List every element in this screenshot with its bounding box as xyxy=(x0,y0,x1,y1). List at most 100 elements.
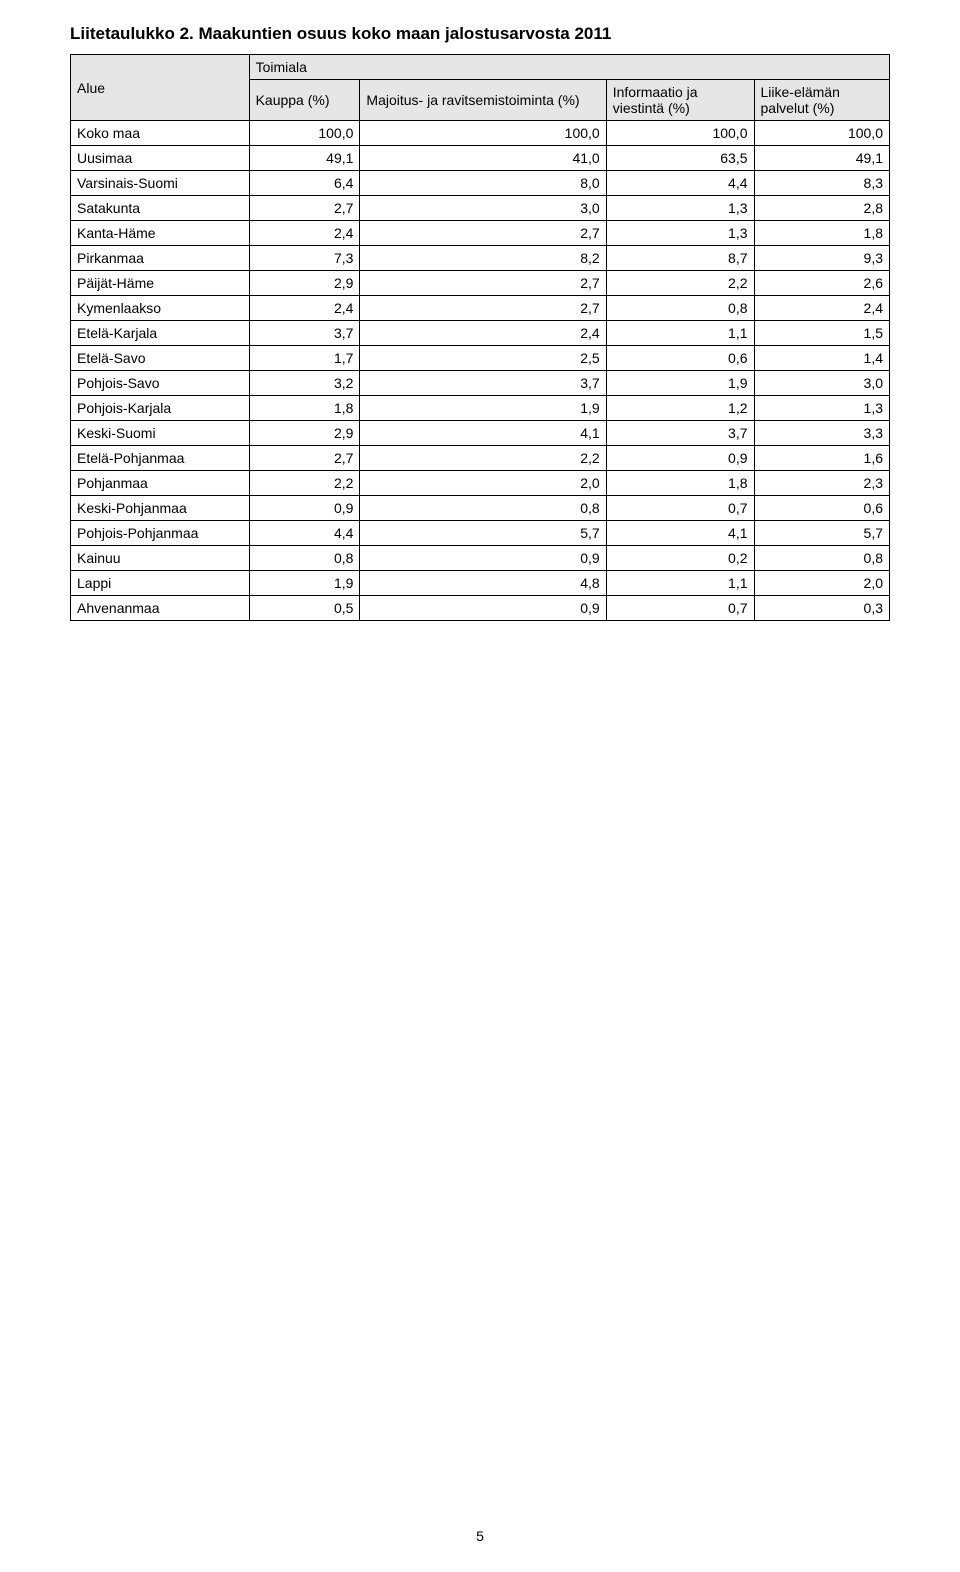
cell-value: 1,5 xyxy=(754,321,890,346)
cell-value: 0,8 xyxy=(606,296,754,321)
cell-value: 0,2 xyxy=(606,546,754,571)
table-row: Etelä-Karjala3,72,41,11,5 xyxy=(71,321,890,346)
row-label: Uusimaa xyxy=(71,146,250,171)
cell-value: 0,7 xyxy=(606,496,754,521)
cell-value: 5,7 xyxy=(360,521,606,546)
row-label: Etelä-Karjala xyxy=(71,321,250,346)
cell-value: 49,1 xyxy=(249,146,360,171)
row-label: Pohjois-Karjala xyxy=(71,396,250,421)
cell-value: 8,0 xyxy=(360,171,606,196)
cell-value: 0,3 xyxy=(754,596,890,621)
cell-value: 9,3 xyxy=(754,246,890,271)
cell-value: 1,8 xyxy=(754,221,890,246)
row-label: Ahvenanmaa xyxy=(71,596,250,621)
cell-value: 0,8 xyxy=(754,546,890,571)
cell-value: 3,7 xyxy=(360,371,606,396)
table-row: Keski-Suomi2,94,13,73,3 xyxy=(71,421,890,446)
cell-value: 2,0 xyxy=(754,571,890,596)
cell-value: 2,7 xyxy=(249,196,360,221)
row-label: Pohjois-Savo xyxy=(71,371,250,396)
row-label: Kymenlaakso xyxy=(71,296,250,321)
cell-value: 8,2 xyxy=(360,246,606,271)
table-row: Pohjanmaa2,22,01,82,3 xyxy=(71,471,890,496)
cell-value: 2,0 xyxy=(360,471,606,496)
table-row: Etelä-Pohjanmaa2,72,20,91,6 xyxy=(71,446,890,471)
cell-value: 2,4 xyxy=(360,321,606,346)
row-label: Pohjois-Pohjanmaa xyxy=(71,521,250,546)
cell-value: 0,9 xyxy=(606,446,754,471)
table-row: Varsinais-Suomi6,48,04,48,3 xyxy=(71,171,890,196)
table-row: Pirkanmaa7,38,28,79,3 xyxy=(71,246,890,271)
table-row: Koko maa100,0100,0100,0100,0 xyxy=(71,121,890,146)
cell-value: 1,8 xyxy=(606,471,754,496)
cell-value: 4,4 xyxy=(606,171,754,196)
cell-value: 1,2 xyxy=(606,396,754,421)
cell-value: 3,2 xyxy=(249,371,360,396)
cell-value: 1,4 xyxy=(754,346,890,371)
cell-value: 41,0 xyxy=(360,146,606,171)
table-row: Pohjois-Savo3,23,71,93,0 xyxy=(71,371,890,396)
cell-value: 4,1 xyxy=(606,521,754,546)
table-row: Kainuu0,80,90,20,8 xyxy=(71,546,890,571)
row-label: Kanta-Häme xyxy=(71,221,250,246)
table-row: Uusimaa49,141,063,549,1 xyxy=(71,146,890,171)
cell-value: 0,6 xyxy=(606,346,754,371)
cell-value: 3,7 xyxy=(606,421,754,446)
table-row: Keski-Pohjanmaa0,90,80,70,6 xyxy=(71,496,890,521)
cell-value: 0,7 xyxy=(606,596,754,621)
cell-value: 0,9 xyxy=(360,596,606,621)
header-col1: Kauppa (%) xyxy=(249,80,360,121)
cell-value: 2,3 xyxy=(754,471,890,496)
table-header: Alue Toimiala Kauppa (%) Majoitus- ja ra… xyxy=(71,55,890,121)
cell-value: 3,3 xyxy=(754,421,890,446)
cell-value: 0,8 xyxy=(249,546,360,571)
cell-value: 2,7 xyxy=(360,296,606,321)
row-label: Varsinais-Suomi xyxy=(71,171,250,196)
row-label: Kainuu xyxy=(71,546,250,571)
cell-value: 4,8 xyxy=(360,571,606,596)
cell-value: 5,7 xyxy=(754,521,890,546)
cell-value: 2,8 xyxy=(754,196,890,221)
document-page: Liitetaulukko 2. Maakuntien osuus koko m… xyxy=(0,0,960,1572)
row-label: Päijät-Häme xyxy=(71,271,250,296)
cell-value: 1,9 xyxy=(360,396,606,421)
row-label: Lappi xyxy=(71,571,250,596)
cell-value: 2,9 xyxy=(249,271,360,296)
cell-value: 2,7 xyxy=(249,446,360,471)
cell-value: 100,0 xyxy=(249,121,360,146)
cell-value: 2,2 xyxy=(249,471,360,496)
cell-value: 4,1 xyxy=(360,421,606,446)
table-row: Satakunta2,73,01,32,8 xyxy=(71,196,890,221)
cell-value: 1,1 xyxy=(606,321,754,346)
cell-value: 6,4 xyxy=(249,171,360,196)
row-label: Etelä-Savo xyxy=(71,346,250,371)
cell-value: 3,0 xyxy=(360,196,606,221)
table-body: Koko maa100,0100,0100,0100,0Uusimaa49,14… xyxy=(71,121,890,621)
cell-value: 2,5 xyxy=(360,346,606,371)
cell-value: 8,3 xyxy=(754,171,890,196)
cell-value: 1,3 xyxy=(606,221,754,246)
cell-value: 1,8 xyxy=(249,396,360,421)
cell-value: 2,2 xyxy=(606,271,754,296)
data-table: Alue Toimiala Kauppa (%) Majoitus- ja ra… xyxy=(70,54,890,621)
row-label: Keski-Pohjanmaa xyxy=(71,496,250,521)
cell-value: 8,7 xyxy=(606,246,754,271)
row-label: Koko maa xyxy=(71,121,250,146)
header-col2: Majoitus- ja ravitsemistoiminta (%) xyxy=(360,80,606,121)
cell-value: 4,4 xyxy=(249,521,360,546)
cell-value: 49,1 xyxy=(754,146,890,171)
row-label: Satakunta xyxy=(71,196,250,221)
cell-value: 63,5 xyxy=(606,146,754,171)
cell-value: 1,7 xyxy=(249,346,360,371)
cell-value: 2,4 xyxy=(754,296,890,321)
cell-value: 2,2 xyxy=(360,446,606,471)
table-row: Pohjois-Karjala1,81,91,21,3 xyxy=(71,396,890,421)
row-label: Etelä-Pohjanmaa xyxy=(71,446,250,471)
cell-value: 1,3 xyxy=(606,196,754,221)
cell-value: 1,6 xyxy=(754,446,890,471)
header-toimiala: Toimiala xyxy=(249,55,889,80)
table-row: Päijät-Häme2,92,72,22,6 xyxy=(71,271,890,296)
cell-value: 2,9 xyxy=(249,421,360,446)
cell-value: 1,3 xyxy=(754,396,890,421)
cell-value: 2,6 xyxy=(754,271,890,296)
